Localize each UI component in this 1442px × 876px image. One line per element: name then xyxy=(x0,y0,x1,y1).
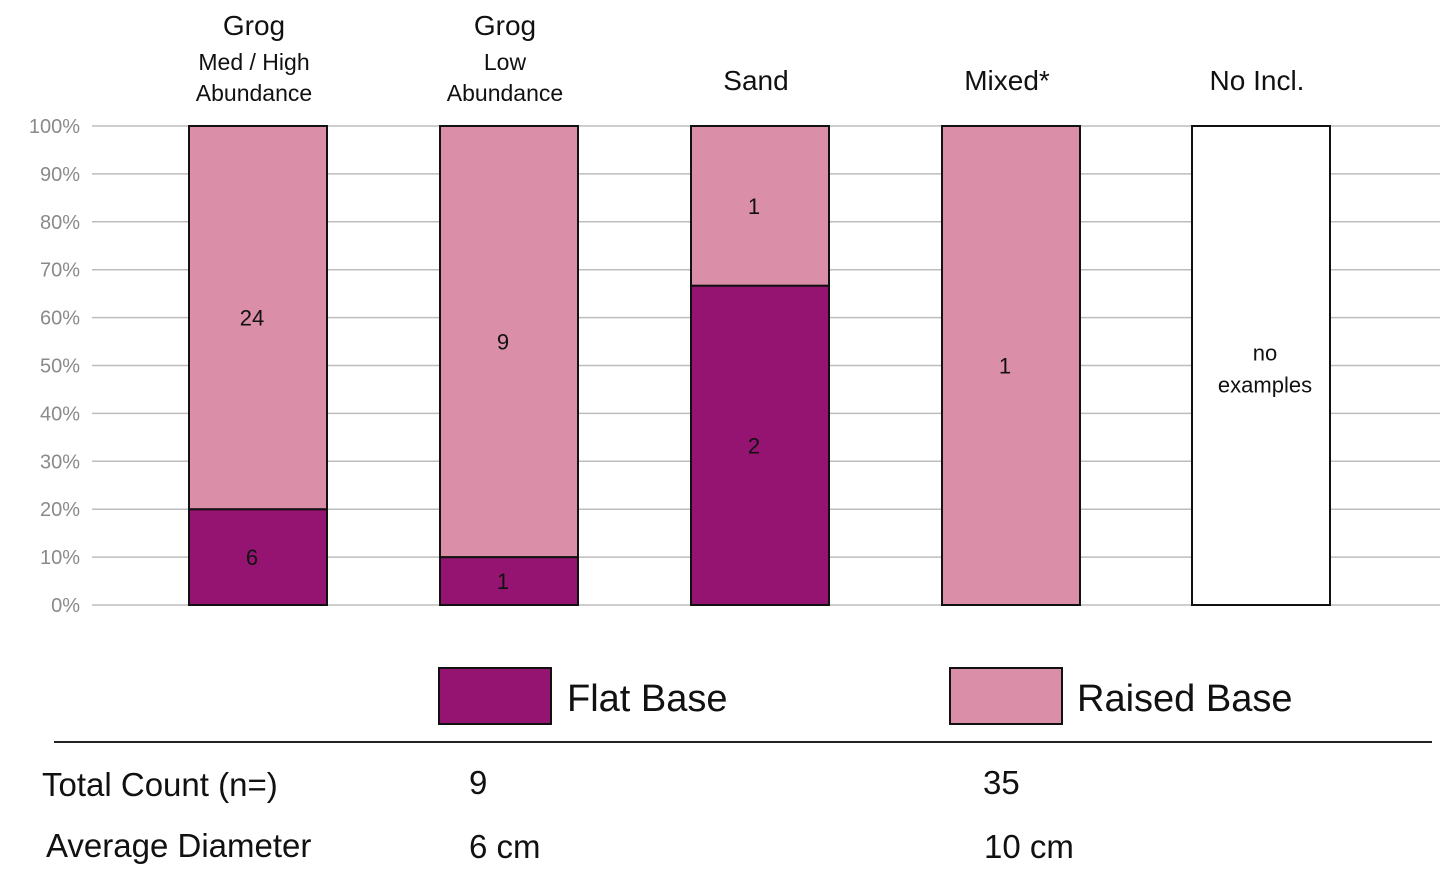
category-title: Mixed* xyxy=(964,65,1050,96)
bar-value-label: 24 xyxy=(240,306,264,331)
y-tick-label: 50% xyxy=(40,356,80,378)
raised-total-value: 35 xyxy=(983,764,1020,801)
y-tick-label: 100% xyxy=(29,116,80,138)
category-subtitle: Low xyxy=(484,49,527,75)
summary-divider xyxy=(54,741,1432,743)
average-diameter-label: Average Diameter xyxy=(46,827,312,864)
bar-value-label: 2 xyxy=(748,433,760,458)
category-title: Sand xyxy=(723,65,788,96)
raised-diameter-value: 10 cm xyxy=(984,828,1074,865)
bar-value-label: 1 xyxy=(497,569,509,594)
category-title: Grog xyxy=(474,10,536,41)
legend-swatch xyxy=(438,667,552,725)
total-count-label: Total Count (n=) xyxy=(42,766,278,803)
bar-segment-raised-base xyxy=(941,125,1081,606)
y-tick-label: 60% xyxy=(40,308,80,330)
category-title: Grog xyxy=(223,10,285,41)
bar-segment-flat-base xyxy=(439,556,579,606)
y-tick-label: 20% xyxy=(40,499,80,521)
bar-value-label: 9 xyxy=(497,330,509,355)
no-examples-note: examples xyxy=(1218,373,1312,398)
bar-segment-flat-base xyxy=(690,284,830,606)
y-tick-label: 40% xyxy=(40,403,80,425)
category-subtitle: Med / High xyxy=(198,49,309,75)
category-subtitle: Abundance xyxy=(447,80,563,106)
bar-segment-raised-base xyxy=(690,125,830,287)
bar-empty xyxy=(1191,125,1331,606)
y-tick-label: 70% xyxy=(40,260,80,282)
bar-value-label: 6 xyxy=(246,545,258,570)
y-tick-label: 10% xyxy=(40,547,80,569)
stacked-bar-chart: 0% 10% 20% 30% 40% 50% 60% 70% 80% 90% 100% Grog Med… xyxy=(29,10,1440,725)
flat-diameter-value: 6 cm xyxy=(469,828,541,865)
bar-value-label: 1 xyxy=(748,194,760,219)
y-tick-label: 90% xyxy=(40,164,80,186)
y-tick-label: 80% xyxy=(40,212,80,234)
bar-segment-raised-base xyxy=(439,125,579,559)
bar-segment-flat-base xyxy=(188,508,328,607)
bar-segment-raised-base xyxy=(188,125,328,511)
bar-value-label: 1 xyxy=(999,354,1011,379)
category-title: No Incl. xyxy=(1210,65,1305,96)
flat-total-value: 9 xyxy=(469,764,488,801)
legend-swatch xyxy=(949,667,1063,725)
no-examples-note: no xyxy=(1253,341,1277,366)
legend-label: Raised Base xyxy=(1077,678,1292,720)
legend-label: Flat Base xyxy=(567,678,728,720)
category-subtitle: Abundance xyxy=(196,80,312,106)
y-tick-label: 0% xyxy=(51,595,80,617)
y-tick-label: 30% xyxy=(40,451,80,473)
